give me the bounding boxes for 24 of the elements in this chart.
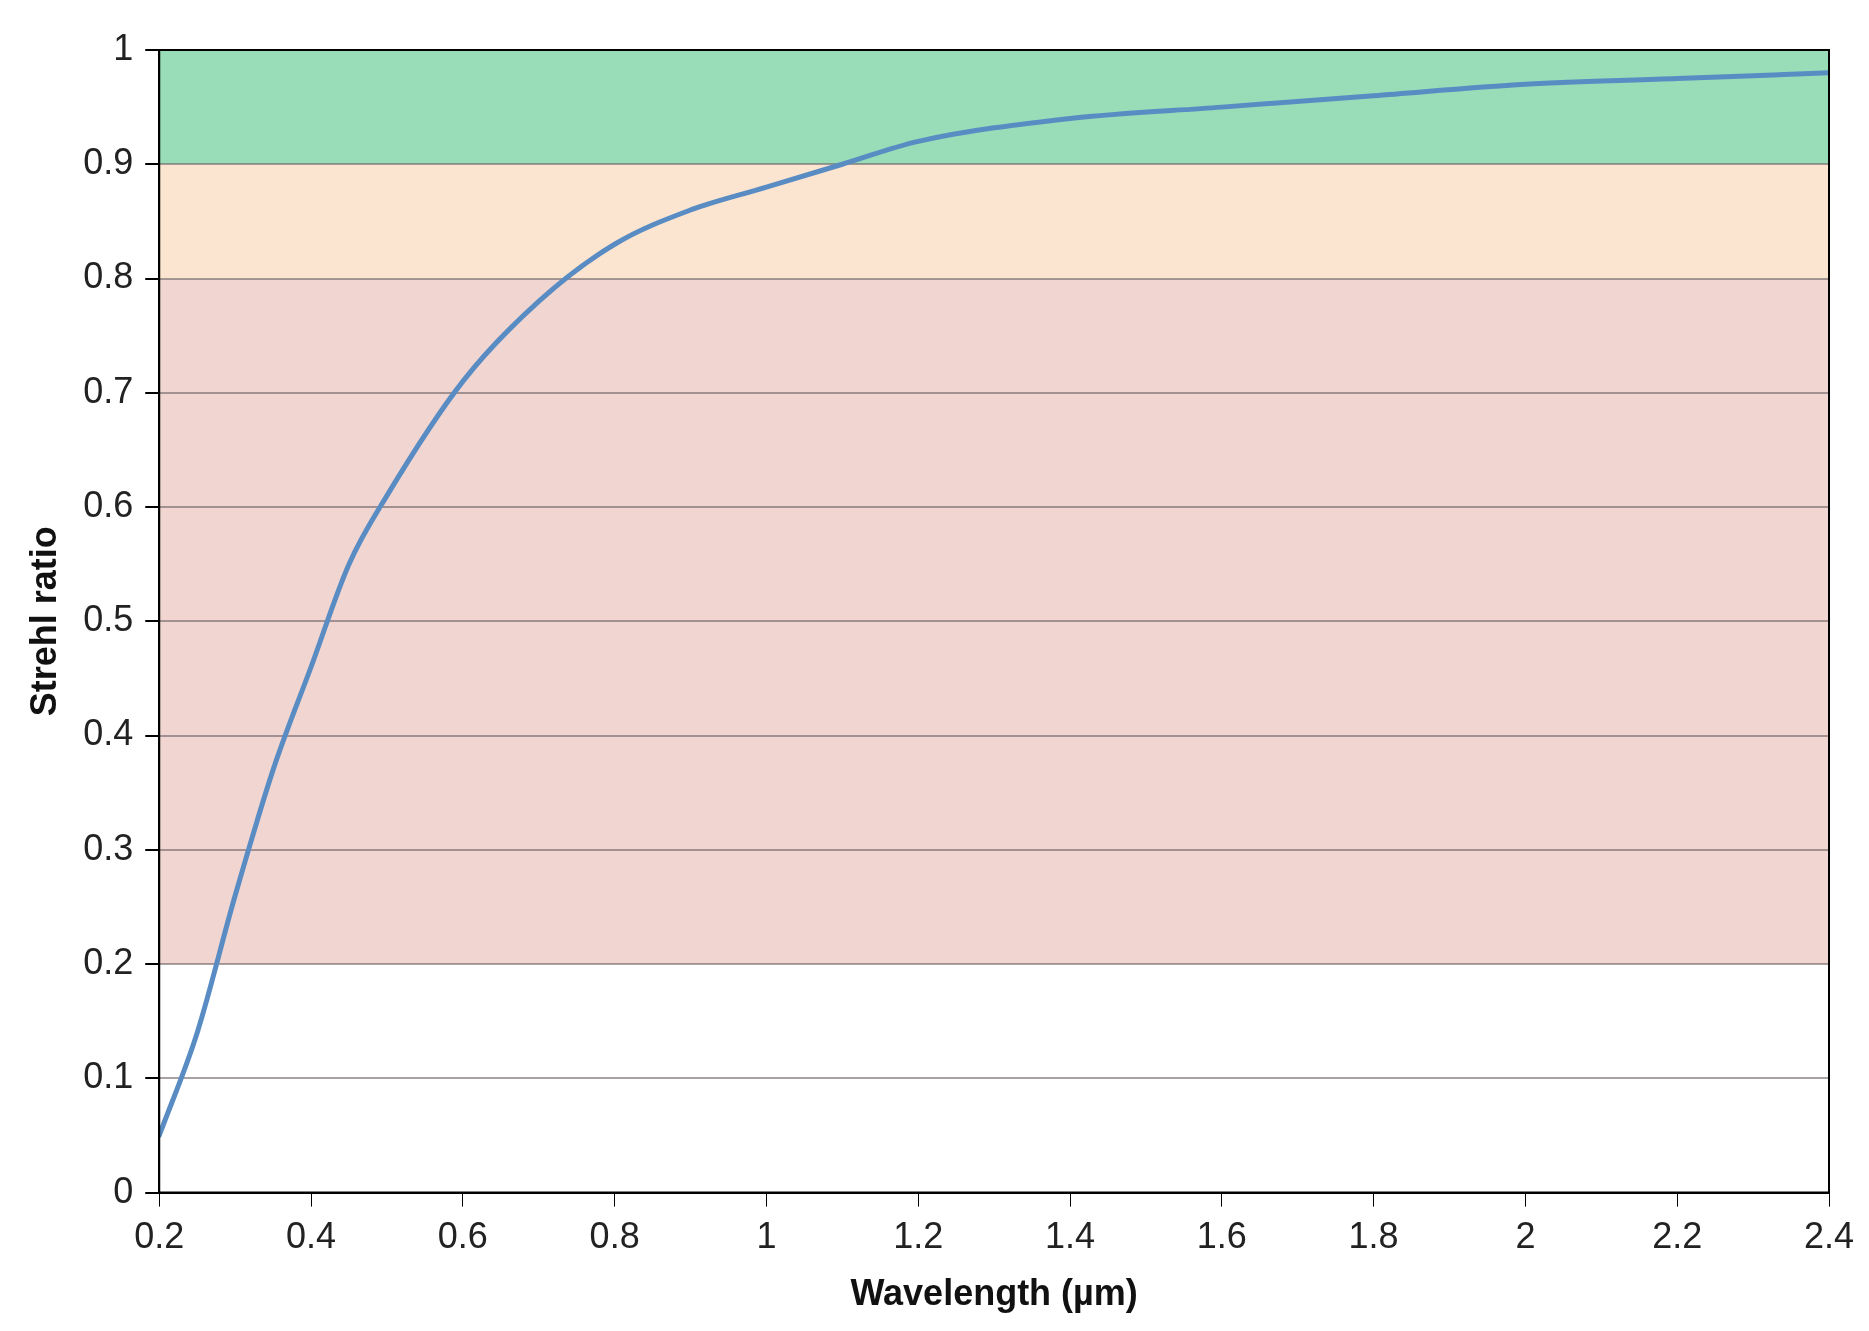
y-tick-label: 0.9 (83, 141, 134, 183)
x-tick-label: 2.2 (1652, 1215, 1703, 1257)
y-tick-label: 0.6 (83, 483, 134, 525)
y-tick-label: 0.4 (83, 712, 134, 754)
x-tick-label: 2.4 (1803, 1215, 1855, 1257)
x-tick-label: 1.8 (1348, 1215, 1399, 1257)
y-tick-label: 0.3 (83, 826, 134, 868)
x-tick-label: 2 (1515, 1215, 1536, 1257)
x-tick-label: 1.6 (1196, 1215, 1247, 1257)
x-tick-label: 0.8 (589, 1215, 640, 1257)
y-tick-label: 0.7 (83, 369, 134, 411)
y-axis-title: Strehl ratio (22, 526, 64, 717)
y-tick-label: 1 (113, 26, 134, 68)
x-tick-label: 1.2 (893, 1215, 944, 1257)
x-tick-label: 0.4 (286, 1215, 337, 1257)
x-tick-label: 0.6 (437, 1215, 488, 1257)
y-tick-label: 0.2 (83, 941, 134, 982)
y-tick-label: 0.5 (83, 598, 134, 640)
x-axis-title: Wavelength (µm) (850, 1272, 1138, 1314)
y-tick-label: 0.1 (83, 1055, 134, 1097)
y-tick-label: 0 (113, 1169, 134, 1211)
x-tick-label: 1 (756, 1215, 777, 1257)
x-tick-label: 1.4 (1045, 1215, 1096, 1257)
y-tick-label: 0.8 (83, 255, 134, 297)
